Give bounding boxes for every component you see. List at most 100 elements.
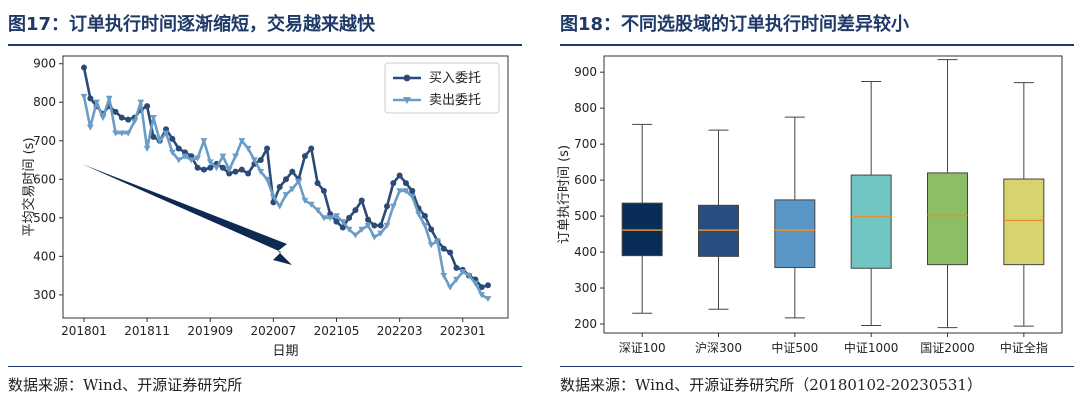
series-1-point [207, 164, 214, 171]
series-2-point [175, 157, 183, 164]
series-2-point [181, 153, 189, 160]
series-2-point [244, 145, 252, 152]
box-2 [698, 204, 739, 257]
y-axis-label: 订单执行时间 (s) [557, 145, 572, 244]
series-2-point [219, 153, 227, 160]
series-1-point [314, 180, 321, 187]
series-2-point [156, 138, 164, 145]
series-2-point [421, 222, 429, 229]
series-1-point [447, 249, 454, 256]
series-2-point [307, 201, 315, 208]
series-2-point [194, 155, 202, 162]
series-1-point [402, 180, 409, 187]
x-tick-label: 中证1000 [844, 340, 899, 355]
series-1-point [440, 245, 447, 252]
series-2-point [206, 159, 214, 166]
x-axis-label: 日期 [272, 344, 298, 359]
series-1-point [453, 264, 460, 271]
series-1-point [276, 184, 283, 190]
box-6 [1003, 178, 1045, 266]
series-2-point [339, 219, 347, 226]
series-2-point [162, 130, 170, 137]
series-1-point [112, 108, 119, 115]
series-1-point [245, 170, 252, 177]
series-2-point [137, 99, 145, 106]
series-1-point [264, 145, 271, 152]
y-tick-label: 600 [33, 172, 56, 186]
series-2-point [150, 115, 157, 122]
y-tick-label: 800 [33, 95, 56, 109]
series-2-point [112, 130, 119, 137]
box-5 [927, 172, 968, 266]
series-2-point [168, 149, 176, 156]
series-2-point [377, 230, 385, 237]
series-2-point [408, 194, 416, 201]
series-2-point [187, 157, 195, 164]
series-1-point [396, 172, 403, 179]
x-tick-label: 中证全指 [1000, 340, 1048, 355]
y-tick-label: 400 [33, 249, 56, 263]
x-tick-label: 中证500 [771, 340, 818, 355]
series-2-point [263, 176, 271, 183]
series-2-point [269, 194, 277, 201]
series-1-point [301, 153, 308, 160]
x-tick-label: 201811 [124, 324, 170, 338]
series-2-point [105, 95, 113, 102]
legend-swatch-marker [403, 74, 411, 82]
series-1-point [333, 218, 340, 225]
box-3 [774, 199, 816, 269]
y-tick-label: 700 [574, 137, 597, 151]
series-1-point [365, 216, 372, 223]
series-1-point [308, 145, 315, 152]
series-2-point [301, 197, 309, 204]
series-2-point [345, 226, 353, 233]
series-2-point [80, 93, 88, 100]
series-1-point [289, 168, 296, 175]
series-2-point [143, 145, 151, 152]
series-2-point [465, 273, 473, 280]
right-source-note: 数据来源：Wind、开源证券研究所（20180102-20230531） [560, 376, 982, 394]
y-tick-label: 600 [574, 173, 597, 187]
y-tick-label: 400 [574, 245, 597, 259]
series-2-point [276, 203, 284, 210]
right-figure-title: 图18：不同选股域的订单执行时间差异较小 [560, 14, 910, 35]
series-1-point [118, 114, 125, 121]
series-1-point [377, 222, 384, 229]
x-tick-label: 202301 [440, 324, 486, 338]
box-chart: 200 300 400 500 600 700 800 900 订单执行时间 (s) 深证100 沪… [557, 55, 1063, 355]
y-tick-label: 500 [574, 209, 597, 223]
series-1-point [485, 282, 491, 289]
series-1-point [144, 103, 151, 110]
series-2-point [118, 130, 126, 137]
series-2-point [358, 226, 366, 233]
line-chart: 300 400 500 600 700 800 900 201801 201811 201909 2… [21, 55, 509, 359]
series-1-point [200, 166, 207, 173]
left-figure-panel: 图17：订单执行时间逐渐缩短，交易越来越快 300 400 500 600 700 800… [0, 0, 528, 414]
legend-swatch-marker [403, 97, 411, 104]
series-2-point [471, 280, 479, 287]
series-1-point [352, 207, 359, 214]
series-2-point [232, 153, 239, 160]
series-2-point [364, 222, 372, 229]
series-2-point [93, 99, 101, 106]
legend-label: 买入委托 [429, 71, 481, 86]
series-2-point [257, 168, 265, 175]
series-1-point [125, 116, 132, 123]
series-2-point [288, 186, 296, 193]
series-2-point [370, 234, 378, 241]
series-2-point [453, 276, 460, 283]
y-tick-label: 300 [574, 281, 597, 295]
series-2-point [225, 167, 233, 174]
series-1-point [371, 222, 378, 229]
series-1-point [238, 166, 245, 173]
series-2-point [446, 284, 454, 291]
series-2-point [396, 188, 404, 195]
series-2-point [124, 130, 132, 137]
y-axis-label: 平均交易时间 (s) [21, 137, 37, 236]
series-2-point [251, 157, 258, 164]
left-source-note: 数据来源：Wind、开源证券研究所 [8, 376, 243, 394]
series-2-point [383, 222, 391, 229]
series-2-point [478, 292, 486, 299]
series-2-point [131, 118, 138, 125]
series-2-point [352, 232, 359, 239]
